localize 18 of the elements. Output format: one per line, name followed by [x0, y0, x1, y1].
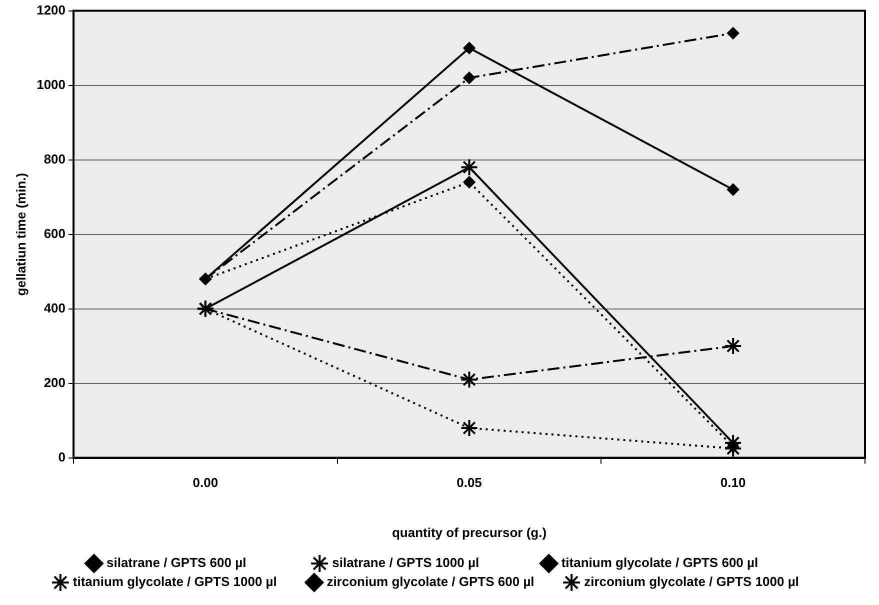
x-axis-title: quantity of precursor (g.) — [392, 524, 547, 540]
y-tick-label: 800 — [44, 151, 66, 166]
y-tick-label: 0 — [58, 449, 66, 464]
y-tick-label: 1000 — [36, 76, 66, 92]
y-axis-title: gellatiun time (min.) — [13, 172, 28, 296]
legend-label: silatrane / GPTS 600 µl — [106, 555, 308, 570]
legend-label: titanium glycolate / GPTS 1000 µl — [72, 574, 302, 590]
x-tick-label: 0.00 — [192, 475, 218, 490]
x-tick-label: 0.05 — [456, 475, 482, 490]
legend-label: titanium glycolate / GPTS 600 µl — [561, 555, 788, 570]
y-tick-label: 400 — [44, 300, 66, 316]
x-tick-label: 0.10 — [720, 475, 746, 490]
legend-label: zirconium glycolate / GPTS 600 µl — [326, 574, 560, 590]
y-tick-label: 200 — [44, 374, 66, 390]
legend-label: zirconium glycolate / GPTS 1000 µl — [584, 574, 821, 590]
y-tick-label: 600 — [44, 226, 66, 241]
y-tick-label: 1200 — [36, 2, 66, 18]
legend-label: silatrane / GPTS 1000 µl — [332, 555, 537, 570]
